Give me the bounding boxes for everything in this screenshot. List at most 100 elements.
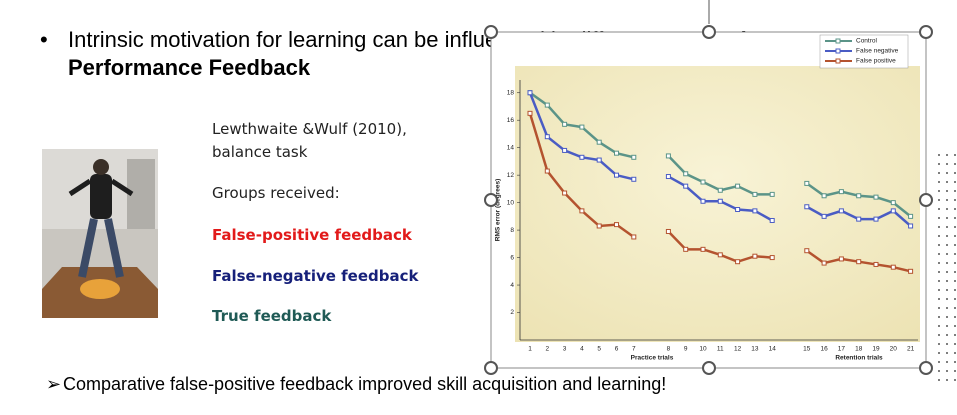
dot xyxy=(946,280,948,282)
dot xyxy=(946,181,948,183)
data-point xyxy=(873,216,879,222)
y-tick-label: 18 xyxy=(507,89,515,96)
y-tick-label: 10 xyxy=(507,199,515,206)
data-point xyxy=(821,260,827,266)
x-tick-label: 8 xyxy=(667,346,671,353)
group-false-negative: False-negative feedback xyxy=(212,267,419,285)
data-point xyxy=(544,134,550,140)
data-point xyxy=(821,193,827,199)
dot xyxy=(938,271,940,273)
x-tick-label: 13 xyxy=(751,346,759,353)
x-group-label: Retention trials xyxy=(835,355,883,362)
dot xyxy=(954,217,956,219)
x-tick-label: 21 xyxy=(907,346,915,353)
dot xyxy=(946,154,948,156)
data-point xyxy=(717,252,723,258)
dot xyxy=(938,289,940,291)
plot-area xyxy=(515,66,920,342)
data-point xyxy=(665,228,671,234)
x-tick-label: 19 xyxy=(872,346,880,353)
dot xyxy=(938,325,940,327)
data-point xyxy=(717,198,723,204)
x-tick-label: 2 xyxy=(545,346,549,353)
dot xyxy=(946,289,948,291)
data-point xyxy=(873,261,879,267)
dot xyxy=(938,361,940,363)
dot xyxy=(938,307,940,309)
dot xyxy=(938,334,940,336)
dot xyxy=(938,217,940,219)
data-point xyxy=(631,176,637,182)
dot xyxy=(946,253,948,255)
dot xyxy=(938,244,940,246)
dot xyxy=(946,217,948,219)
data-point xyxy=(890,264,896,270)
dot xyxy=(946,298,948,300)
dot xyxy=(954,343,956,345)
dot xyxy=(938,190,940,192)
data-point xyxy=(579,154,585,160)
dot xyxy=(946,244,948,246)
dot xyxy=(954,271,956,273)
dot xyxy=(954,235,956,237)
data-point xyxy=(735,183,741,189)
x-tick-label: 17 xyxy=(838,346,846,353)
data-point xyxy=(908,268,914,274)
dot xyxy=(946,235,948,237)
data-point xyxy=(614,222,619,228)
data-point xyxy=(804,248,810,254)
y-tick-label: 12 xyxy=(507,172,515,179)
group-true: True feedback xyxy=(212,307,332,325)
data-point xyxy=(890,208,896,214)
dot xyxy=(954,334,956,336)
data-point xyxy=(804,180,810,186)
data-point xyxy=(838,256,844,262)
dot xyxy=(946,325,948,327)
dot xyxy=(946,370,948,372)
data-point xyxy=(717,187,723,193)
dot xyxy=(938,370,940,372)
dot xyxy=(954,289,956,291)
photo xyxy=(42,149,158,318)
data-point xyxy=(562,121,568,127)
dot xyxy=(938,343,940,345)
dot xyxy=(938,262,940,264)
data-point xyxy=(821,213,827,219)
data-point xyxy=(631,154,637,160)
legend-label: False negative xyxy=(856,48,899,55)
dot xyxy=(938,226,940,228)
dot xyxy=(938,298,940,300)
x-tick-label: 4 xyxy=(580,346,584,353)
x-tick-label: 6 xyxy=(615,346,619,353)
data-point xyxy=(631,234,637,240)
legend-label: False positive xyxy=(856,58,896,65)
dot xyxy=(946,307,948,309)
data-point xyxy=(614,150,619,156)
dot xyxy=(954,307,956,309)
selection-handles xyxy=(484,0,933,375)
dot xyxy=(946,352,948,354)
x-tick-label: 5 xyxy=(597,346,601,353)
data-point xyxy=(752,208,758,214)
data-point xyxy=(838,208,844,214)
data-point xyxy=(683,183,689,189)
dot xyxy=(946,316,948,318)
data-point xyxy=(700,198,706,204)
dot xyxy=(938,352,940,354)
dot xyxy=(946,226,948,228)
x-group-label: Practice trials xyxy=(631,355,674,362)
conclusion: ➢ Comparative false-positive feedback imp… xyxy=(46,371,726,397)
dot xyxy=(954,190,956,192)
dot xyxy=(954,208,956,210)
data-point xyxy=(700,179,706,185)
data-point xyxy=(838,189,844,195)
legend-marker xyxy=(835,38,841,44)
dot xyxy=(954,262,956,264)
x-tick-label: 1 xyxy=(528,346,532,353)
x-tick-label: 12 xyxy=(734,346,742,353)
data-point xyxy=(527,110,533,116)
groups-heading: Groups received: xyxy=(212,184,340,202)
data-point xyxy=(769,255,775,261)
data-point xyxy=(579,208,585,214)
dot xyxy=(938,280,940,282)
